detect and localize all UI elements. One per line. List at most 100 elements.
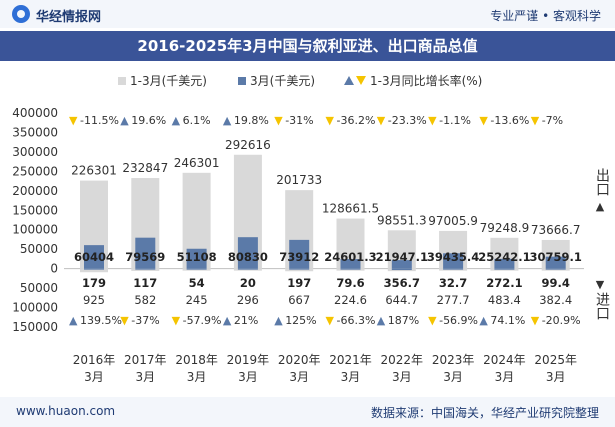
legend-swatch-cumulative — [118, 76, 126, 85]
import-cumulative-bar — [285, 268, 314, 272]
import-march-label: 179 — [82, 276, 106, 290]
import-march-bar — [494, 268, 515, 270]
export-growth-label: -36.2% — [337, 114, 376, 127]
export-march-label: 73912 — [279, 250, 319, 264]
import-march-bar — [289, 268, 310, 270]
import-cumulative-bar — [131, 268, 160, 271]
export-cumulative-label: 128661.5 — [322, 202, 379, 216]
y-tick-label: 100000 — [12, 301, 58, 315]
x-tick-label-month: 3月 — [289, 370, 309, 384]
down-triangle-icon: ▼ — [428, 314, 437, 327]
down-triangle-icon: ▼ — [172, 314, 181, 327]
data-source: 数据来源：中国海关，华经产业研究院整理 — [370, 406, 599, 420]
export-cumulative-label: 292616 — [225, 138, 271, 152]
import-growth-label: -66.3% — [337, 314, 376, 327]
import-march-bar — [443, 268, 464, 270]
x-tick-label-month: 3月 — [135, 370, 155, 384]
up-triangle-icon: ▲ — [223, 114, 232, 127]
import-cumulative-label: 382.4 — [539, 293, 572, 307]
import-growth-label: 21% — [234, 314, 258, 327]
down-triangle-icon: ▼ — [326, 114, 335, 127]
export-march-label: 80830 — [228, 250, 268, 264]
import-growth-label: -56.9% — [439, 314, 478, 327]
export-growth-label: -13.6% — [490, 114, 529, 127]
chart-title: 2016-2025年3月中国与叙利亚进、出口商品总值 — [137, 37, 478, 55]
import-march-bar — [545, 268, 566, 270]
import-cumulative-label: 224.6 — [334, 293, 367, 307]
legend-label-march: 3月(千美元) — [250, 74, 315, 88]
down-triangle-icon: ▼ — [274, 114, 283, 127]
export-march-bar — [84, 245, 104, 269]
import-cumulative-label: 644.7 — [385, 293, 418, 307]
footer-bar: www.huaon.com 数据来源：中国海关，华经产业研究院整理 — [0, 397, 615, 427]
export-growth-label: 19.6% — [131, 114, 166, 127]
export-march-bar — [545, 256, 566, 269]
export-cumulative-label: 226301 — [71, 164, 117, 178]
export-side-label: 出口 ▲ — [592, 168, 610, 214]
import-march-label: 99.4 — [542, 276, 570, 290]
up-triangle-icon: ▲ — [223, 314, 232, 327]
x-tick-label-year: 2020年 — [278, 353, 321, 367]
export-march-label: 39435.4 — [427, 250, 479, 264]
legend-swatch-march — [238, 76, 246, 85]
import-march-bar — [186, 268, 207, 270]
x-tick-label-year: 2018年 — [175, 353, 218, 367]
import-cumulative-label: 582 — [134, 293, 156, 307]
legend-item-march: 3月(千美元) — [238, 72, 315, 89]
down-triangle-icon: ▼ — [377, 114, 386, 127]
y-tick-label: 100000 — [12, 223, 58, 237]
y-tick-label: 150000 — [12, 320, 58, 334]
site-url: www.huaon.com — [16, 404, 116, 418]
down-triangle-icon: ▼ — [531, 314, 540, 327]
x-tick-label-year: 2024年 — [483, 353, 526, 367]
y-tick-label: 50000 — [20, 242, 58, 256]
x-tick-label-year: 2017年 — [124, 353, 167, 367]
legend-item-cumulative: 1-3月(千美元) — [118, 72, 207, 89]
x-tick-label-month: 3月 — [238, 370, 258, 384]
down-arrow-icon: ▼ — [595, 278, 605, 291]
x-tick-label-month: 3月 — [392, 370, 412, 384]
import-growth-label: 139.5% — [80, 314, 122, 327]
export-cumulative-label: 201733 — [276, 173, 322, 187]
import-march-bar — [391, 268, 412, 271]
export-growth-label: -31% — [285, 114, 313, 127]
import-cumulative-label: 296 — [237, 293, 259, 307]
import-march-bar — [340, 268, 361, 270]
import-cumulative-label: 277.7 — [437, 293, 470, 307]
import-march-bar — [84, 268, 104, 270]
up-triangle-icon: ▲ — [274, 314, 283, 327]
export-march-label: 30759.1 — [530, 250, 582, 264]
x-tick-label-year: 2022年 — [381, 353, 424, 367]
export-march-label: 79569 — [125, 250, 165, 264]
import-cumulative-bar — [80, 268, 108, 273]
import-growth-label: 74.1% — [490, 314, 525, 327]
x-tick-label-month: 3月 — [443, 370, 463, 384]
import-side-label: ▼ 进口 — [592, 278, 610, 324]
y-tick-label: 0 — [50, 262, 58, 276]
export-march-label: 51108 — [177, 250, 217, 264]
x-tick-label-year: 2023年 — [432, 353, 475, 367]
export-march-bar — [494, 258, 515, 269]
up-triangle-icon — [344, 76, 354, 85]
export-march-bar — [186, 248, 207, 269]
up-triangle-icon: ▲ — [479, 314, 488, 327]
import-march-bar — [237, 268, 258, 270]
export-march-bar — [237, 237, 258, 269]
import-label-text: 进口 — [594, 292, 610, 320]
up-triangle-icon: ▲ — [120, 114, 129, 127]
export-march-label: 60404 — [74, 250, 114, 264]
down-triangle-icon: ▼ — [531, 114, 540, 127]
import-march-label: 197 — [287, 276, 311, 290]
export-growth-label: 19.8% — [234, 114, 269, 127]
y-tick-label: 350000 — [12, 125, 58, 139]
chart-legend: 1-3月(千美元) 3月(千美元) 1-3月同比增长率(%) — [0, 70, 615, 90]
x-tick-label-year: 2016年 — [73, 353, 116, 367]
import-march-label: 79.6 — [336, 276, 364, 290]
export-cumulative-label: 73666.7 — [531, 223, 581, 237]
huajing-logo-icon — [12, 5, 30, 23]
x-tick-label-month: 3月 — [84, 370, 104, 384]
export-march-bar — [391, 260, 412, 269]
import-cumulative-label: 483.4 — [488, 293, 521, 307]
import-march-label: 32.7 — [439, 276, 467, 290]
